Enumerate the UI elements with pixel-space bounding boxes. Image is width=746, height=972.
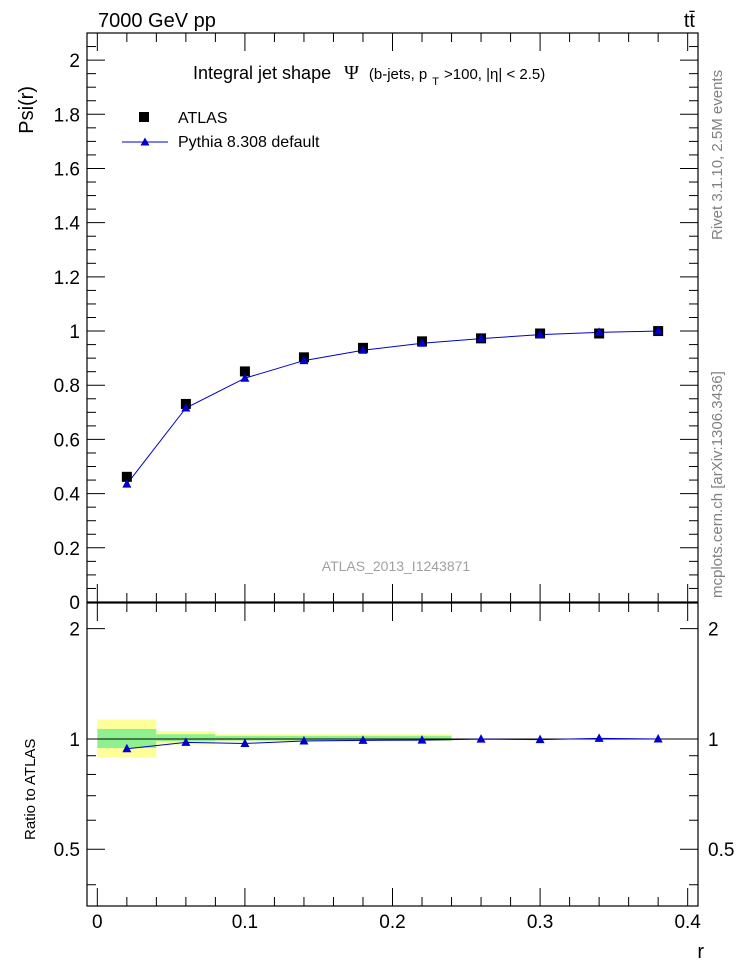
ratio-y-tick-labels: 0.5 0.5 1 1 2 2 [54,620,735,862]
ratio-mc-point [417,735,427,744]
ratio-series [122,733,663,753]
mc-line [126,330,659,485]
legend-data-label: ATLAS [178,110,228,127]
energy-label: 7000 GeV pp [98,10,216,32]
main-series [121,326,664,488]
title-prefix: Integral jet shape [193,63,331,83]
mc-point [181,402,191,412]
ratio-mc-line [126,737,659,750]
main-y-tick-label: 0.2 [54,539,80,560]
main-y-tick-label: 1.2 [54,268,80,289]
ratio-y-tick-label: 2 [69,620,80,641]
x-tick-label: 0.3 [527,912,553,933]
ratio-y-tick-label: 1 [69,730,80,751]
title-cut-a: (b-jets, p [369,66,427,83]
x-tick-label: 0 [92,912,103,933]
ratio-y-tick-label-right: 1 [708,730,719,751]
main-axis-ticks [87,32,698,603]
ratio-band-inner [215,735,275,741]
main-y-tick-label: 0.6 [54,430,80,451]
x-tick-label: 0.4 [674,912,701,933]
ratio-x-tick-labels: 0 0.1 0.2 0.3 0.4 [92,912,701,933]
legend: ATLAS Pythia 8.308 default [122,110,320,151]
main-y-tick-labels: 0 0.2 0.4 0.6 0.8 1 1.2 1.4 1.6 1.8 2 [54,51,81,614]
ratio-y-tick-label: 0.5 [54,840,80,861]
title-cut-sub: T [432,76,439,88]
ratio-mc-point [122,743,132,753]
analysis-watermark: ATLAS_2013_I1243871 [322,558,471,574]
rivet-label: Rivet 3.1.10, 2.5M events [709,70,726,240]
mc-point [476,333,486,343]
mcplots-label: mcplots.cern.ch [arXiv:1306.3436] [709,371,726,598]
mc-point [653,326,663,335]
mc-point [240,373,250,382]
mc-point [122,479,132,488]
main-y-axis-label: Psi(r) [16,86,38,134]
mc-point [535,329,545,339]
main-y-tick-label: 1.8 [54,105,80,126]
main-y-tick-label: 1.4 [54,214,81,235]
title-symbol: Ψ [344,62,359,84]
legend-mc-marker [140,137,150,146]
main-y-tick-label: 1.6 [54,159,80,180]
mc-point [299,355,309,365]
ratio-mc-point [594,733,604,742]
mc-point [417,338,427,347]
main-y-tick-label: 0.4 [54,485,81,506]
ratio-mc-point [653,733,663,743]
main-y-tick-label: 0.8 [54,376,80,397]
ratio-band-inner [97,728,157,748]
title-cut-b: >100, |η| < 2.5) [444,66,545,83]
ratio-y-axis-label: Ratio to ATLAS [22,739,39,840]
atlas-data-point [239,366,250,377]
ratio-mc-point [299,736,309,745]
main-panel: 0 0.2 0.4 0.6 0.8 1 1.2 1.4 1.6 1.8 2 Psi(r) Integ… [16,32,699,614]
mc-point [594,327,604,336]
ratio-panel: 0.5 0.51 12 2 0 0.1 0.2 0.3 0.4 Ratio to ATLAS … [22,602,735,963]
x-tick-label: 0.2 [379,912,405,933]
mc-point [358,345,368,354]
ratio-mc-point [476,734,486,743]
legend-mc-label: Pythia 8.308 default [178,134,320,151]
main-y-tick-label: 0 [69,593,80,614]
ratio-mc-point [181,737,191,746]
ratio-axis-ticks [87,603,698,906]
plot-title: Integral jet shape Ψ (b-jets, p T >100, … [193,62,545,89]
ratio-y-tick-label-right: 2 [708,620,719,641]
atlas-data-point [121,471,132,482]
ratio-mc-point [240,738,250,747]
legend-data-marker [139,112,149,122]
x-tick-label: 0.1 [232,912,258,933]
ratio-mc-point [535,734,545,744]
ratio-mc-point [358,735,368,744]
x-axis-label: r [697,941,704,963]
ratio-y-tick-label-right: 0.5 [708,840,734,861]
main-y-tick-label: 2 [69,51,80,72]
process-label: tt̄ [684,10,696,32]
main-y-tick-label: 1 [69,322,80,343]
